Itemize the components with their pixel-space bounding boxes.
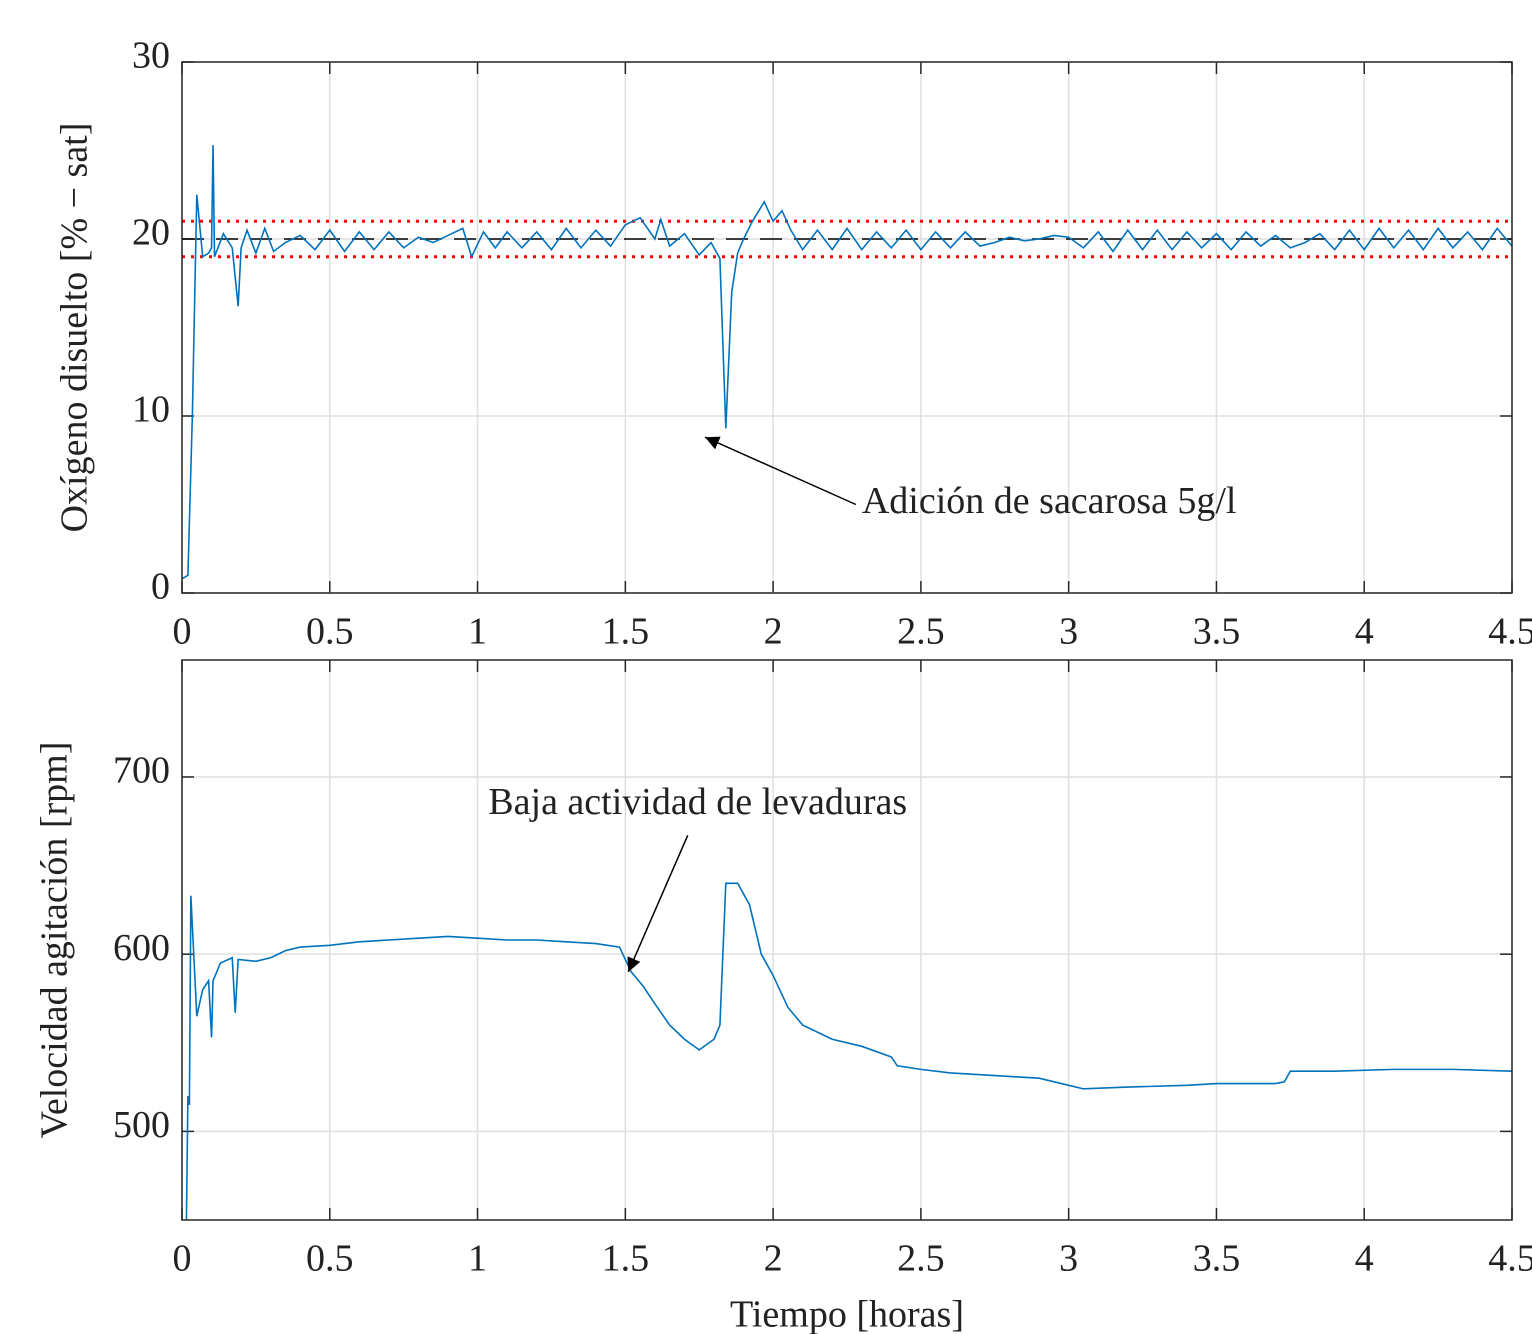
annotation-text: Baja actividad de levaduras xyxy=(488,781,907,823)
x-tick-label: 3 xyxy=(1059,1238,1078,1280)
y-tick-label: 500 xyxy=(113,1104,170,1146)
x-tick-label: 3.5 xyxy=(1193,1238,1241,1280)
x-tick-label: 1 xyxy=(468,611,487,653)
axes: 0 0.5 1 1.5 2 2.5 3 3.5 4 4.5 500 600 700 Baja activi… xyxy=(34,659,1532,1334)
y-axis-label: Velocidad agitación [rpm] xyxy=(34,742,76,1139)
y-tick-label: 600 xyxy=(113,927,170,969)
y-tick-label: 10 xyxy=(132,389,170,431)
x-tick-label: 0.5 xyxy=(306,1238,354,1280)
x-tick-label: 4.5 xyxy=(1488,1238,1532,1280)
x-tick-label: 2.5 xyxy=(897,1238,945,1280)
x-tick-label: 0 xyxy=(173,611,192,653)
x-tick-label: 2 xyxy=(764,1238,783,1280)
annotation-arrow xyxy=(627,835,689,973)
y-tick-label: 0 xyxy=(151,566,170,608)
data-line xyxy=(185,882,1512,1220)
y-tick-label: 700 xyxy=(113,750,170,792)
x-tick-label: 4 xyxy=(1355,611,1374,653)
x-tick-label: 1.5 xyxy=(602,1238,650,1280)
x-tick-label: 4.5 xyxy=(1488,611,1532,653)
plot-area xyxy=(182,62,1512,593)
plot-area xyxy=(182,660,1512,1220)
data-line xyxy=(182,145,1512,580)
x-tick-label: 2 xyxy=(764,611,783,653)
y-tick-label: 30 xyxy=(132,35,170,77)
axes-box xyxy=(181,659,1513,1221)
annotation-text: Adición de sacarosa 5g/l xyxy=(862,480,1237,522)
y-axis-label: Oxígeno disuelto [% − sat] xyxy=(54,123,96,533)
x-tick-label: 2.5 xyxy=(897,611,945,653)
axes: 0 0.5 1 1.5 2 2.5 3 3.5 4 4.5 0 10 20 30 Adición de sa… xyxy=(54,35,1532,653)
x-tick-label: 1.5 xyxy=(602,611,650,653)
x-axis-label: Tiempo [horas] xyxy=(730,1294,964,1334)
x-tick-label: 3.5 xyxy=(1193,611,1241,653)
x-tick-label: 0 xyxy=(173,1238,192,1280)
x-tick-label: 1 xyxy=(468,1238,487,1280)
annotation-arrow xyxy=(704,436,857,506)
y-tick-label: 20 xyxy=(132,212,170,254)
x-tick-label: 3 xyxy=(1059,611,1078,653)
x-tick-label: 0.5 xyxy=(306,611,354,653)
x-tick-label: 4 xyxy=(1355,1238,1374,1280)
axes-box xyxy=(181,61,1513,594)
